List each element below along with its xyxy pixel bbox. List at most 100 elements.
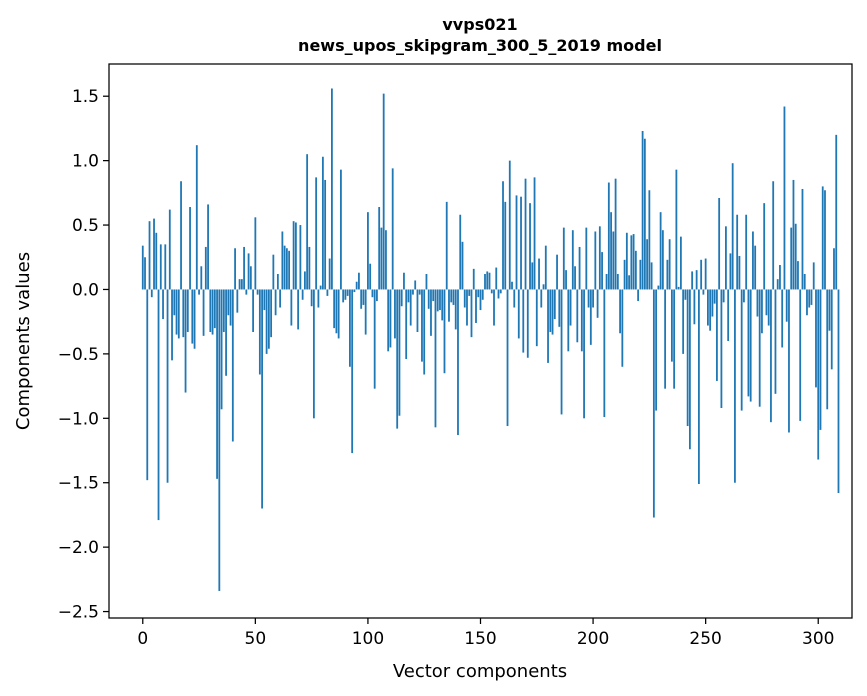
bar-component-221 — [639, 259, 642, 290]
bar-component-15 — [175, 289, 178, 335]
bar-component-54 — [263, 289, 266, 311]
bar-component-272 — [754, 245, 757, 290]
bar-component-268 — [745, 214, 748, 290]
bar-component-83 — [328, 258, 331, 290]
bar-component-216 — [628, 275, 630, 290]
bar-component-248 — [700, 259, 703, 290]
bar-component-183 — [553, 289, 556, 320]
bar-component-264 — [736, 214, 739, 290]
bar-component-143 — [463, 289, 466, 308]
bar-component-255 — [716, 289, 718, 381]
bar-component-61 — [279, 289, 282, 308]
bar-component-37 — [225, 289, 227, 376]
bar-component-296 — [808, 289, 811, 308]
bar-component-235 — [670, 289, 673, 362]
bar-component-69 — [297, 289, 300, 330]
bar-component-100 — [367, 212, 369, 290]
bar-component-46 — [245, 289, 248, 295]
bar-component-273 — [756, 289, 759, 317]
bar-component-7 — [157, 289, 160, 521]
bar-component-153 — [486, 271, 489, 290]
x-tick-label: 250 — [689, 629, 721, 649]
bar-component-309 — [837, 289, 840, 494]
bar-component-237 — [675, 169, 678, 290]
bar-component-187 — [562, 227, 565, 290]
x-tick-label: 200 — [577, 629, 609, 649]
bar-component-253 — [711, 289, 714, 317]
bar-component-234 — [668, 239, 671, 290]
bar-component-298 — [812, 262, 815, 290]
bar-component-280 — [772, 181, 775, 290]
bar-component-68 — [294, 222, 297, 290]
bar-component-110 — [389, 289, 392, 348]
bar-component-36 — [222, 289, 225, 332]
bar-component-25 — [198, 289, 200, 295]
bar-component-4 — [150, 289, 153, 298]
bar-component-24 — [195, 145, 198, 290]
bar-component-92 — [349, 289, 351, 367]
bar-component-240 — [682, 289, 685, 354]
bar-component-42 — [236, 289, 239, 313]
bar-component-278 — [767, 289, 770, 326]
x-axis-ticks: 0 50 100 150 200 250 300 — [137, 618, 834, 649]
bar-component-26 — [200, 266, 203, 290]
x-tick-label: 100 — [352, 629, 384, 649]
bar-component-224 — [646, 239, 649, 290]
bar-component-228 — [655, 289, 658, 411]
bar-component-99 — [364, 289, 367, 335]
bar-component-243 — [688, 289, 691, 450]
bar-component-207 — [607, 182, 610, 290]
bar-component-108 — [385, 230, 387, 290]
bar-component-81 — [324, 179, 327, 290]
bar-component-102 — [371, 289, 374, 298]
y-axis-ticks: 1.5 1.0 0.5 0.0 −0.5 −1.0 −1.5 −2.0 −2.5 — [58, 87, 109, 623]
bar-component-186 — [560, 289, 563, 415]
bar-component-130 — [434, 289, 437, 428]
bar-component-28 — [204, 246, 207, 290]
bar-component-276 — [763, 203, 766, 290]
bar-component-290 — [794, 223, 797, 290]
bar-component-203 — [598, 226, 601, 290]
bar-component-215 — [625, 232, 628, 290]
bar-component-220 — [637, 289, 640, 302]
bar-component-18 — [182, 289, 185, 338]
bar-component-275 — [761, 289, 763, 334]
bar-component-307 — [833, 248, 835, 290]
bar-component-0 — [141, 245, 144, 290]
bar-component-79 — [319, 285, 322, 290]
bar-component-122 — [416, 289, 419, 332]
bar-component-300 — [817, 289, 820, 460]
bar-component-27 — [202, 289, 205, 336]
bar-component-201 — [594, 231, 597, 290]
bar-component-94 — [353, 289, 356, 293]
bar-component-71 — [301, 289, 304, 300]
bar-component-41 — [234, 248, 236, 290]
bar-component-211 — [616, 274, 619, 290]
bar-component-254 — [713, 289, 716, 304]
x-tick-label: 150 — [464, 629, 496, 649]
bar-component-86 — [335, 289, 338, 334]
bar-component-239 — [679, 236, 682, 290]
bar-component-104 — [376, 289, 378, 302]
bar-component-301 — [819, 289, 822, 430]
bar-component-91 — [346, 289, 349, 296]
bar-component-262 — [731, 163, 734, 290]
bar-component-169 — [522, 289, 525, 353]
bar-component-266 — [740, 289, 743, 411]
bar-component-281 — [774, 289, 777, 394]
bar-component-144 — [466, 289, 468, 326]
bar-component-247 — [698, 289, 700, 485]
bar-component-168 — [520, 196, 522, 290]
y-tick-label: 1.5 — [72, 87, 99, 107]
bar-component-282 — [776, 279, 779, 290]
bar-component-295 — [806, 289, 808, 316]
bar-component-134 — [443, 289, 446, 374]
bar-component-190 — [569, 289, 572, 326]
x-axis-label: Vector components — [393, 661, 567, 682]
bar-component-3 — [148, 221, 151, 290]
bar-component-305 — [828, 289, 831, 331]
bar-component-258 — [722, 289, 725, 303]
bar-component-177 — [540, 289, 543, 308]
bar-component-299 — [815, 289, 817, 388]
